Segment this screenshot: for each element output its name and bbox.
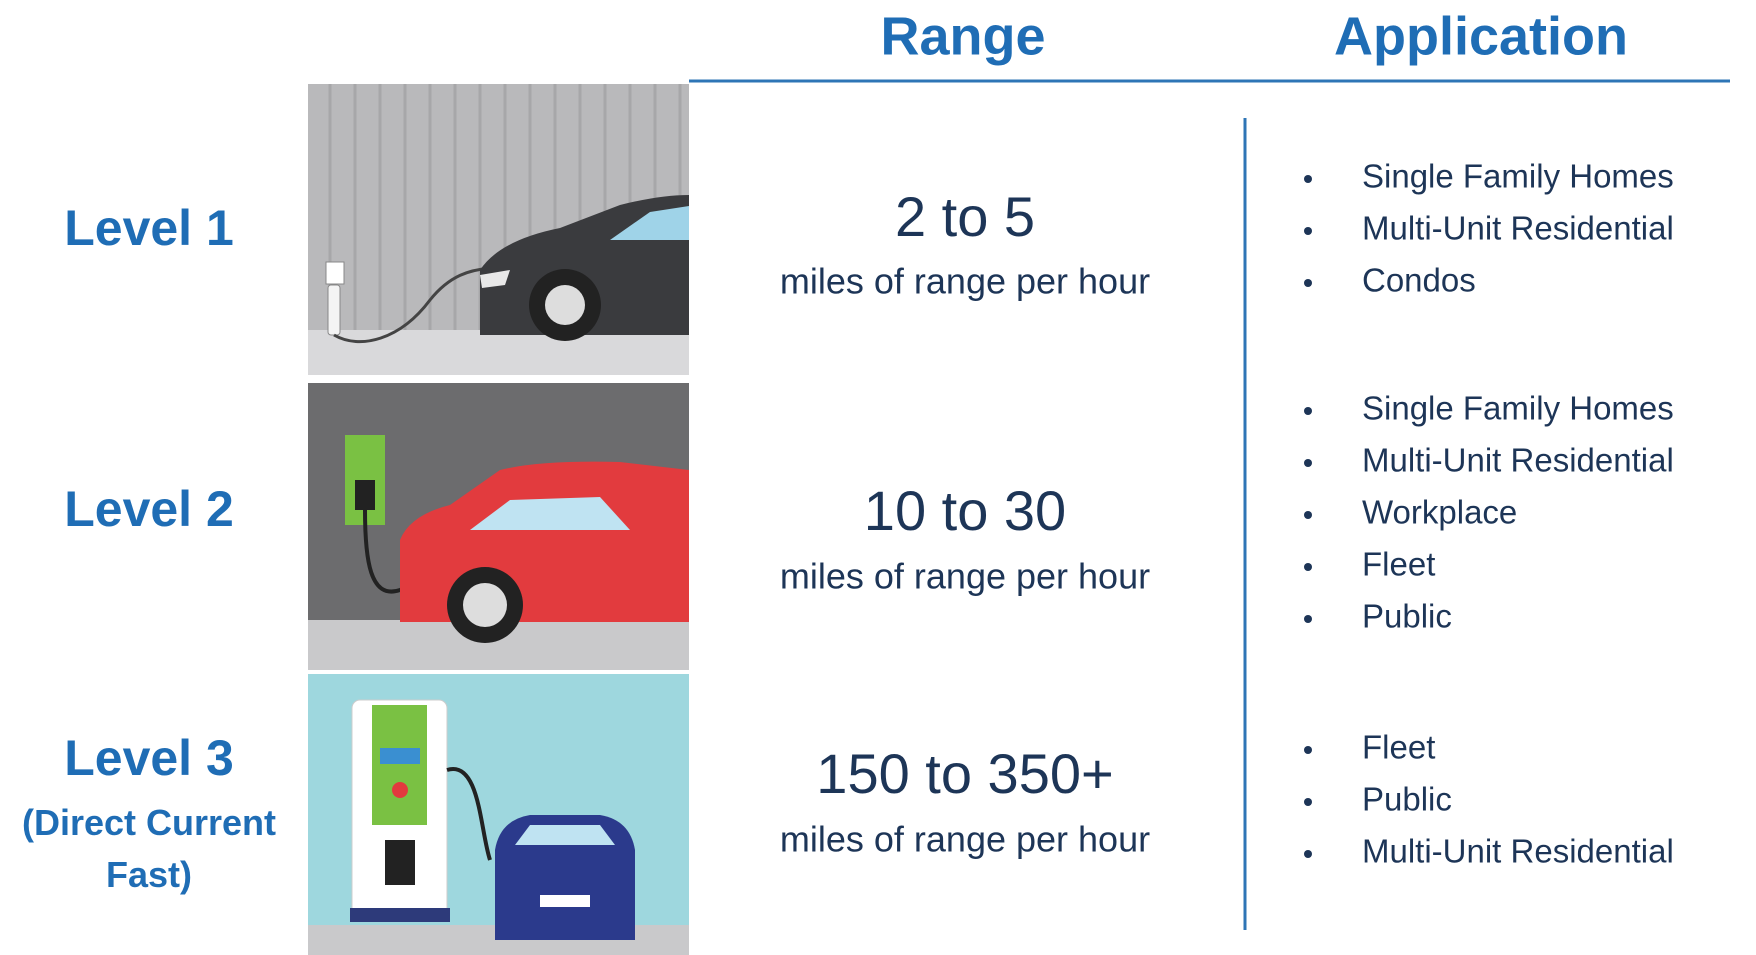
application-header: Application [1334,6,1628,66]
application-item: Fleet [1362,729,1435,766]
level-1-illustration [308,84,689,375]
bullet [1304,175,1312,183]
application-item: Public [1362,781,1452,818]
range-header: Range [880,6,1045,66]
bullet [1304,407,1312,415]
bullet [1304,746,1312,754]
application-item: Single Family Homes [1362,390,1674,427]
page: Range Application [0,0,1756,955]
range-unit: miles of range per hour [780,261,1150,302]
range-unit: miles of range per hour [780,819,1150,860]
application-item: Single Family Homes [1362,158,1674,195]
range-unit: miles of range per hour [780,556,1150,597]
bullet [1304,279,1312,287]
bullet [1304,563,1312,571]
application-item: Public [1362,598,1452,635]
bullet [1304,459,1312,467]
level-label: Level 2 [64,481,234,537]
bullet [1304,850,1312,858]
application-item: Multi-Unit Residential [1362,210,1674,247]
range-value: 150 to 350+ [816,742,1113,805]
application-item: Fleet [1362,546,1435,583]
bullet [1304,511,1312,519]
application-item: Multi-Unit Residential [1362,442,1674,479]
application-item: Workplace [1362,494,1517,531]
bullet [1304,615,1312,623]
level-3-illustration [308,674,689,955]
level-2-illustration [308,383,689,670]
application-item: Multi-Unit Residential [1362,833,1674,870]
application-item: Condos [1362,262,1476,299]
level-label: Level 3 [64,730,234,786]
bullet [1304,798,1312,806]
bullet [1304,227,1312,235]
range-value: 2 to 5 [895,185,1035,248]
level-label: Level 1 [64,200,234,256]
range-value: 10 to 30 [864,479,1066,542]
